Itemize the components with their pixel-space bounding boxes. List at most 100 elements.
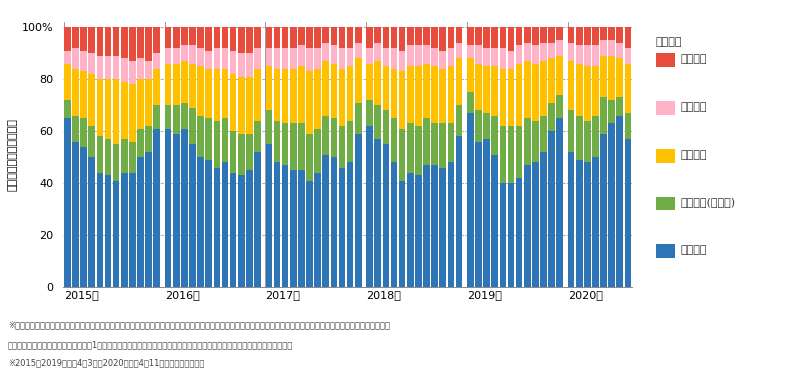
Bar bbox=[273, 162, 280, 287]
Bar bbox=[282, 27, 288, 48]
Bar bbox=[64, 27, 71, 51]
Bar bbox=[322, 155, 329, 287]
Bar bbox=[64, 118, 71, 287]
Bar bbox=[246, 170, 253, 287]
Bar bbox=[483, 66, 490, 113]
Bar bbox=[113, 79, 119, 144]
Bar bbox=[205, 27, 212, 51]
Bar bbox=[499, 48, 506, 69]
Bar bbox=[72, 142, 79, 287]
Bar bbox=[475, 142, 482, 287]
Bar bbox=[265, 144, 273, 287]
Bar bbox=[72, 48, 79, 69]
Bar bbox=[540, 27, 547, 43]
Bar bbox=[508, 69, 514, 126]
Bar bbox=[423, 165, 430, 287]
Bar bbox=[88, 27, 95, 53]
Bar bbox=[374, 43, 381, 61]
Bar bbox=[491, 48, 498, 66]
Text: 総合判定: 総合判定 bbox=[656, 37, 683, 47]
Bar bbox=[499, 27, 506, 48]
Bar bbox=[81, 147, 87, 287]
Text: ギリギリ: ギリギリ bbox=[681, 102, 708, 112]
Bar bbox=[113, 181, 119, 287]
Bar bbox=[173, 64, 179, 105]
Bar bbox=[548, 27, 555, 43]
Bar bbox=[153, 128, 160, 287]
Text: モヤモヤ: モヤモヤ bbox=[681, 149, 708, 160]
Bar bbox=[608, 56, 615, 100]
Bar bbox=[355, 103, 362, 134]
Bar bbox=[467, 46, 474, 59]
Bar bbox=[367, 100, 373, 126]
Bar bbox=[105, 79, 111, 139]
Bar bbox=[439, 167, 446, 287]
Bar bbox=[390, 69, 397, 118]
Bar bbox=[516, 126, 522, 178]
Bar bbox=[307, 181, 313, 287]
Bar bbox=[592, 27, 599, 46]
Bar bbox=[625, 139, 631, 287]
Bar bbox=[475, 46, 482, 64]
Bar bbox=[88, 53, 95, 74]
Bar bbox=[568, 152, 574, 287]
Bar bbox=[81, 71, 87, 118]
Bar bbox=[265, 48, 273, 66]
Bar bbox=[81, 118, 87, 147]
Bar bbox=[189, 108, 196, 144]
Bar bbox=[246, 134, 253, 170]
Bar bbox=[447, 48, 454, 66]
Bar bbox=[540, 43, 547, 61]
Bar bbox=[153, 53, 160, 69]
Bar bbox=[265, 27, 273, 48]
Bar bbox=[423, 118, 430, 165]
Bar bbox=[491, 116, 498, 155]
Bar bbox=[568, 110, 574, 152]
Bar bbox=[290, 48, 296, 69]
Bar bbox=[600, 40, 607, 56]
Bar bbox=[173, 105, 179, 134]
Bar bbox=[314, 128, 321, 173]
Bar bbox=[576, 160, 582, 287]
Bar bbox=[456, 137, 462, 287]
Bar bbox=[516, 27, 522, 46]
Bar bbox=[290, 27, 296, 48]
Bar bbox=[137, 79, 144, 128]
Bar bbox=[173, 27, 179, 48]
Bar bbox=[608, 123, 615, 287]
Bar bbox=[254, 69, 261, 121]
Bar bbox=[616, 98, 623, 116]
Bar bbox=[415, 27, 422, 46]
Bar bbox=[423, 27, 430, 46]
Bar bbox=[198, 27, 204, 48]
Bar bbox=[322, 27, 329, 43]
Bar bbox=[81, 27, 87, 51]
Bar bbox=[467, 27, 474, 46]
Bar bbox=[213, 167, 220, 287]
Bar bbox=[181, 27, 188, 46]
Bar bbox=[265, 66, 273, 110]
Bar bbox=[121, 59, 128, 82]
Bar bbox=[399, 51, 405, 71]
Bar bbox=[339, 167, 345, 287]
Bar bbox=[467, 59, 474, 92]
Bar bbox=[222, 162, 228, 287]
Bar bbox=[568, 61, 574, 110]
Bar bbox=[290, 69, 296, 123]
Bar bbox=[475, 27, 482, 46]
Bar bbox=[213, 69, 220, 121]
Bar bbox=[205, 69, 212, 118]
Bar bbox=[374, 139, 381, 287]
Bar bbox=[548, 103, 555, 131]
Bar bbox=[456, 59, 462, 105]
Bar bbox=[105, 56, 111, 79]
Bar bbox=[213, 48, 220, 69]
Bar bbox=[447, 123, 454, 162]
Bar bbox=[499, 126, 506, 183]
Bar bbox=[399, 181, 405, 287]
Bar bbox=[548, 59, 555, 103]
Bar bbox=[374, 27, 381, 43]
Bar bbox=[198, 66, 204, 116]
Bar bbox=[322, 61, 329, 116]
Bar bbox=[625, 48, 631, 64]
